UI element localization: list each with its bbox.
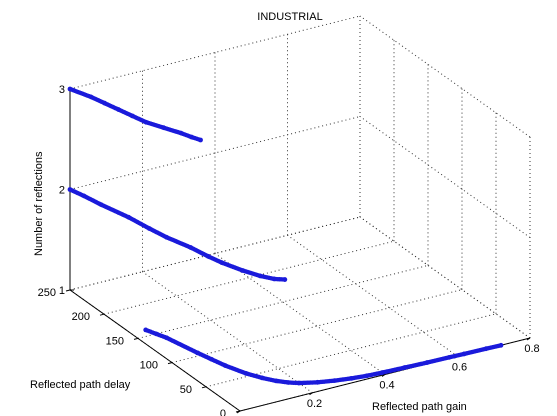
y-axis-label: Reflected path delay (30, 379, 131, 391)
grid-line (359, 216, 531, 339)
grid-line (359, 116, 531, 238)
grid-line (171, 289, 463, 364)
x-tick-label: 0.8 (524, 343, 539, 355)
chart-title: INDUSTRIAL (257, 11, 322, 23)
data-point (282, 277, 288, 282)
series-reflections-1 (143, 327, 504, 386)
grid-line (142, 271, 313, 394)
y-tick-label: 150 (106, 335, 124, 347)
y-tick (201, 386, 207, 389)
data-points (67, 86, 504, 386)
y-tick (235, 410, 241, 413)
y-tick-label: 200 (72, 311, 90, 323)
x-tick-label: 0.2 (307, 398, 322, 410)
y-axis-line (69, 289, 241, 412)
y-tick-label: 50 (180, 384, 192, 396)
z-tick-label: 3 (59, 84, 65, 96)
x-tick (381, 374, 386, 377)
grid-line (287, 234, 458, 357)
grid-line (137, 264, 429, 339)
x-tick (309, 392, 313, 396)
y-tick-label: 0 (220, 408, 226, 416)
data-point (198, 137, 203, 143)
grid-line (103, 240, 395, 315)
y-tick (99, 313, 105, 316)
x-tick-label: 0.6 (452, 361, 467, 373)
y-tick (133, 337, 139, 340)
z-axis-label: Number of reflections (33, 151, 45, 256)
series-reflections-2 (67, 187, 288, 282)
y-tick-label: 250 (38, 287, 56, 299)
grid-lines (69, 15, 531, 412)
data-point (498, 342, 504, 348)
y-tick-label: 100 (140, 360, 158, 372)
grid-line (359, 15, 531, 138)
z-tick-label: 1 (59, 285, 65, 297)
x-tick-label: 0.4 (379, 380, 394, 392)
y-tick (167, 362, 173, 365)
z-tick-label: 2 (59, 185, 65, 197)
x-tick (526, 337, 531, 341)
grid-line (214, 253, 386, 375)
x-axis-label: Reflected path gain (372, 401, 467, 413)
series-reflections-3 (67, 86, 203, 143)
y-tick (65, 289, 71, 292)
